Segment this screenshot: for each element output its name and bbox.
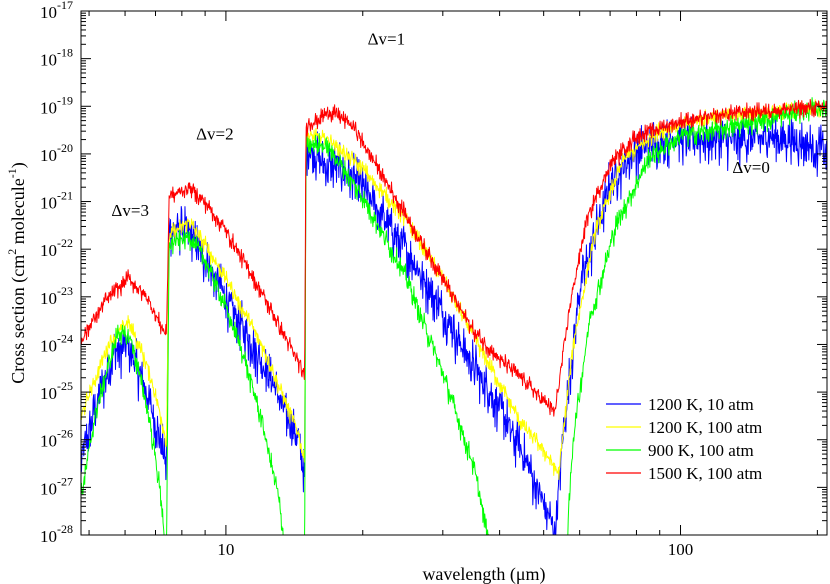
y-tick-exponent: -26 [57, 427, 73, 441]
y-tick-label: 10-19 [40, 93, 73, 117]
axes-layer: 10-2810-2710-2610-2510-2410-2310-2210-21… [5, 0, 828, 584]
series-line-1 [81, 111, 827, 535]
y-tick-base: 10 [40, 146, 57, 165]
y-tick-base: 10 [40, 194, 57, 213]
series-line-3 [81, 97, 827, 535]
y-tick-base: 10 [40, 336, 57, 355]
y-title-part: Cross section (cm [8, 255, 29, 384]
y-tick-label: 10-23 [40, 284, 73, 308]
band-label: Δv=3 [111, 201, 149, 220]
y-tick-exponent: -21 [57, 189, 73, 203]
legend-label: 1200 K, 10 atm [648, 395, 754, 414]
y-tick-exponent: -22 [57, 236, 73, 250]
band-label: Δv=0 [732, 158, 770, 177]
plot-frame [80, 10, 828, 536]
legend-label: 1500 K, 100 atm [648, 464, 762, 483]
y-tick-label: 10-27 [40, 474, 73, 498]
y-title-sup: 2 [5, 249, 19, 255]
y-tick-label: 10-20 [40, 141, 73, 165]
y-tick-exponent: -20 [57, 141, 73, 155]
y-tick-label: 10-18 [40, 46, 73, 70]
x-tick-label: 10 [217, 540, 234, 559]
y-title-part: ) [8, 162, 29, 168]
band-label: Δv=2 [196, 125, 234, 144]
series-line-4 [81, 98, 827, 417]
y-tick-base: 10 [40, 51, 57, 70]
y-tick-base: 10 [40, 241, 57, 260]
y-tick-exponent: -23 [57, 284, 73, 298]
y-tick-exponent: -19 [57, 93, 73, 107]
y-tick-exponent: -28 [57, 522, 73, 536]
y-tick-base: 10 [40, 527, 57, 546]
x-axis-title: wavelength (μm) [422, 564, 545, 584]
y-tick-label: 10-26 [40, 427, 73, 451]
y-tick-base: 10 [40, 98, 57, 117]
y-tick-label: 10-21 [40, 189, 73, 213]
y-tick-base: 10 [40, 384, 57, 403]
y-tick-base: 10 [40, 3, 57, 22]
legend-label: 1200 K, 100 atm [648, 418, 762, 437]
x-tick-label: 100 [668, 540, 694, 559]
y-title-part: molecule [8, 178, 28, 248]
y-title-sup: -1 [5, 168, 19, 178]
y-tick-label: 10-24 [40, 331, 73, 355]
y-axis-title: Cross section (cm2 molecule-1) [5, 162, 29, 383]
y-tick-exponent: -24 [57, 331, 73, 345]
y-tick-base: 10 [40, 432, 57, 451]
annotation-layer: Δv=3 Δv=2 Δv=1 Δv=0 [111, 29, 769, 219]
y-tick-label: 10-17 [40, 0, 73, 22]
legend: 1200 K, 10 atm 1200 K, 100 atm 900 K, 100 … [606, 395, 762, 483]
y-tick-base: 10 [40, 479, 57, 498]
y-tick-label: 10-25 [40, 379, 73, 403]
series-layer [81, 97, 827, 535]
band-label: Δv=1 [368, 29, 406, 48]
y-tick-label: 10-28 [40, 522, 73, 546]
legend-label: 900 K, 100 atm [648, 441, 754, 460]
y-tick-base: 10 [40, 289, 57, 308]
y-tick-exponent: -18 [57, 46, 73, 60]
y-tick-exponent: -17 [57, 0, 73, 12]
y-tick-exponent: -27 [57, 474, 73, 488]
y-tick-exponent: -25 [57, 379, 73, 393]
y-tick-label: 10-22 [40, 236, 73, 260]
